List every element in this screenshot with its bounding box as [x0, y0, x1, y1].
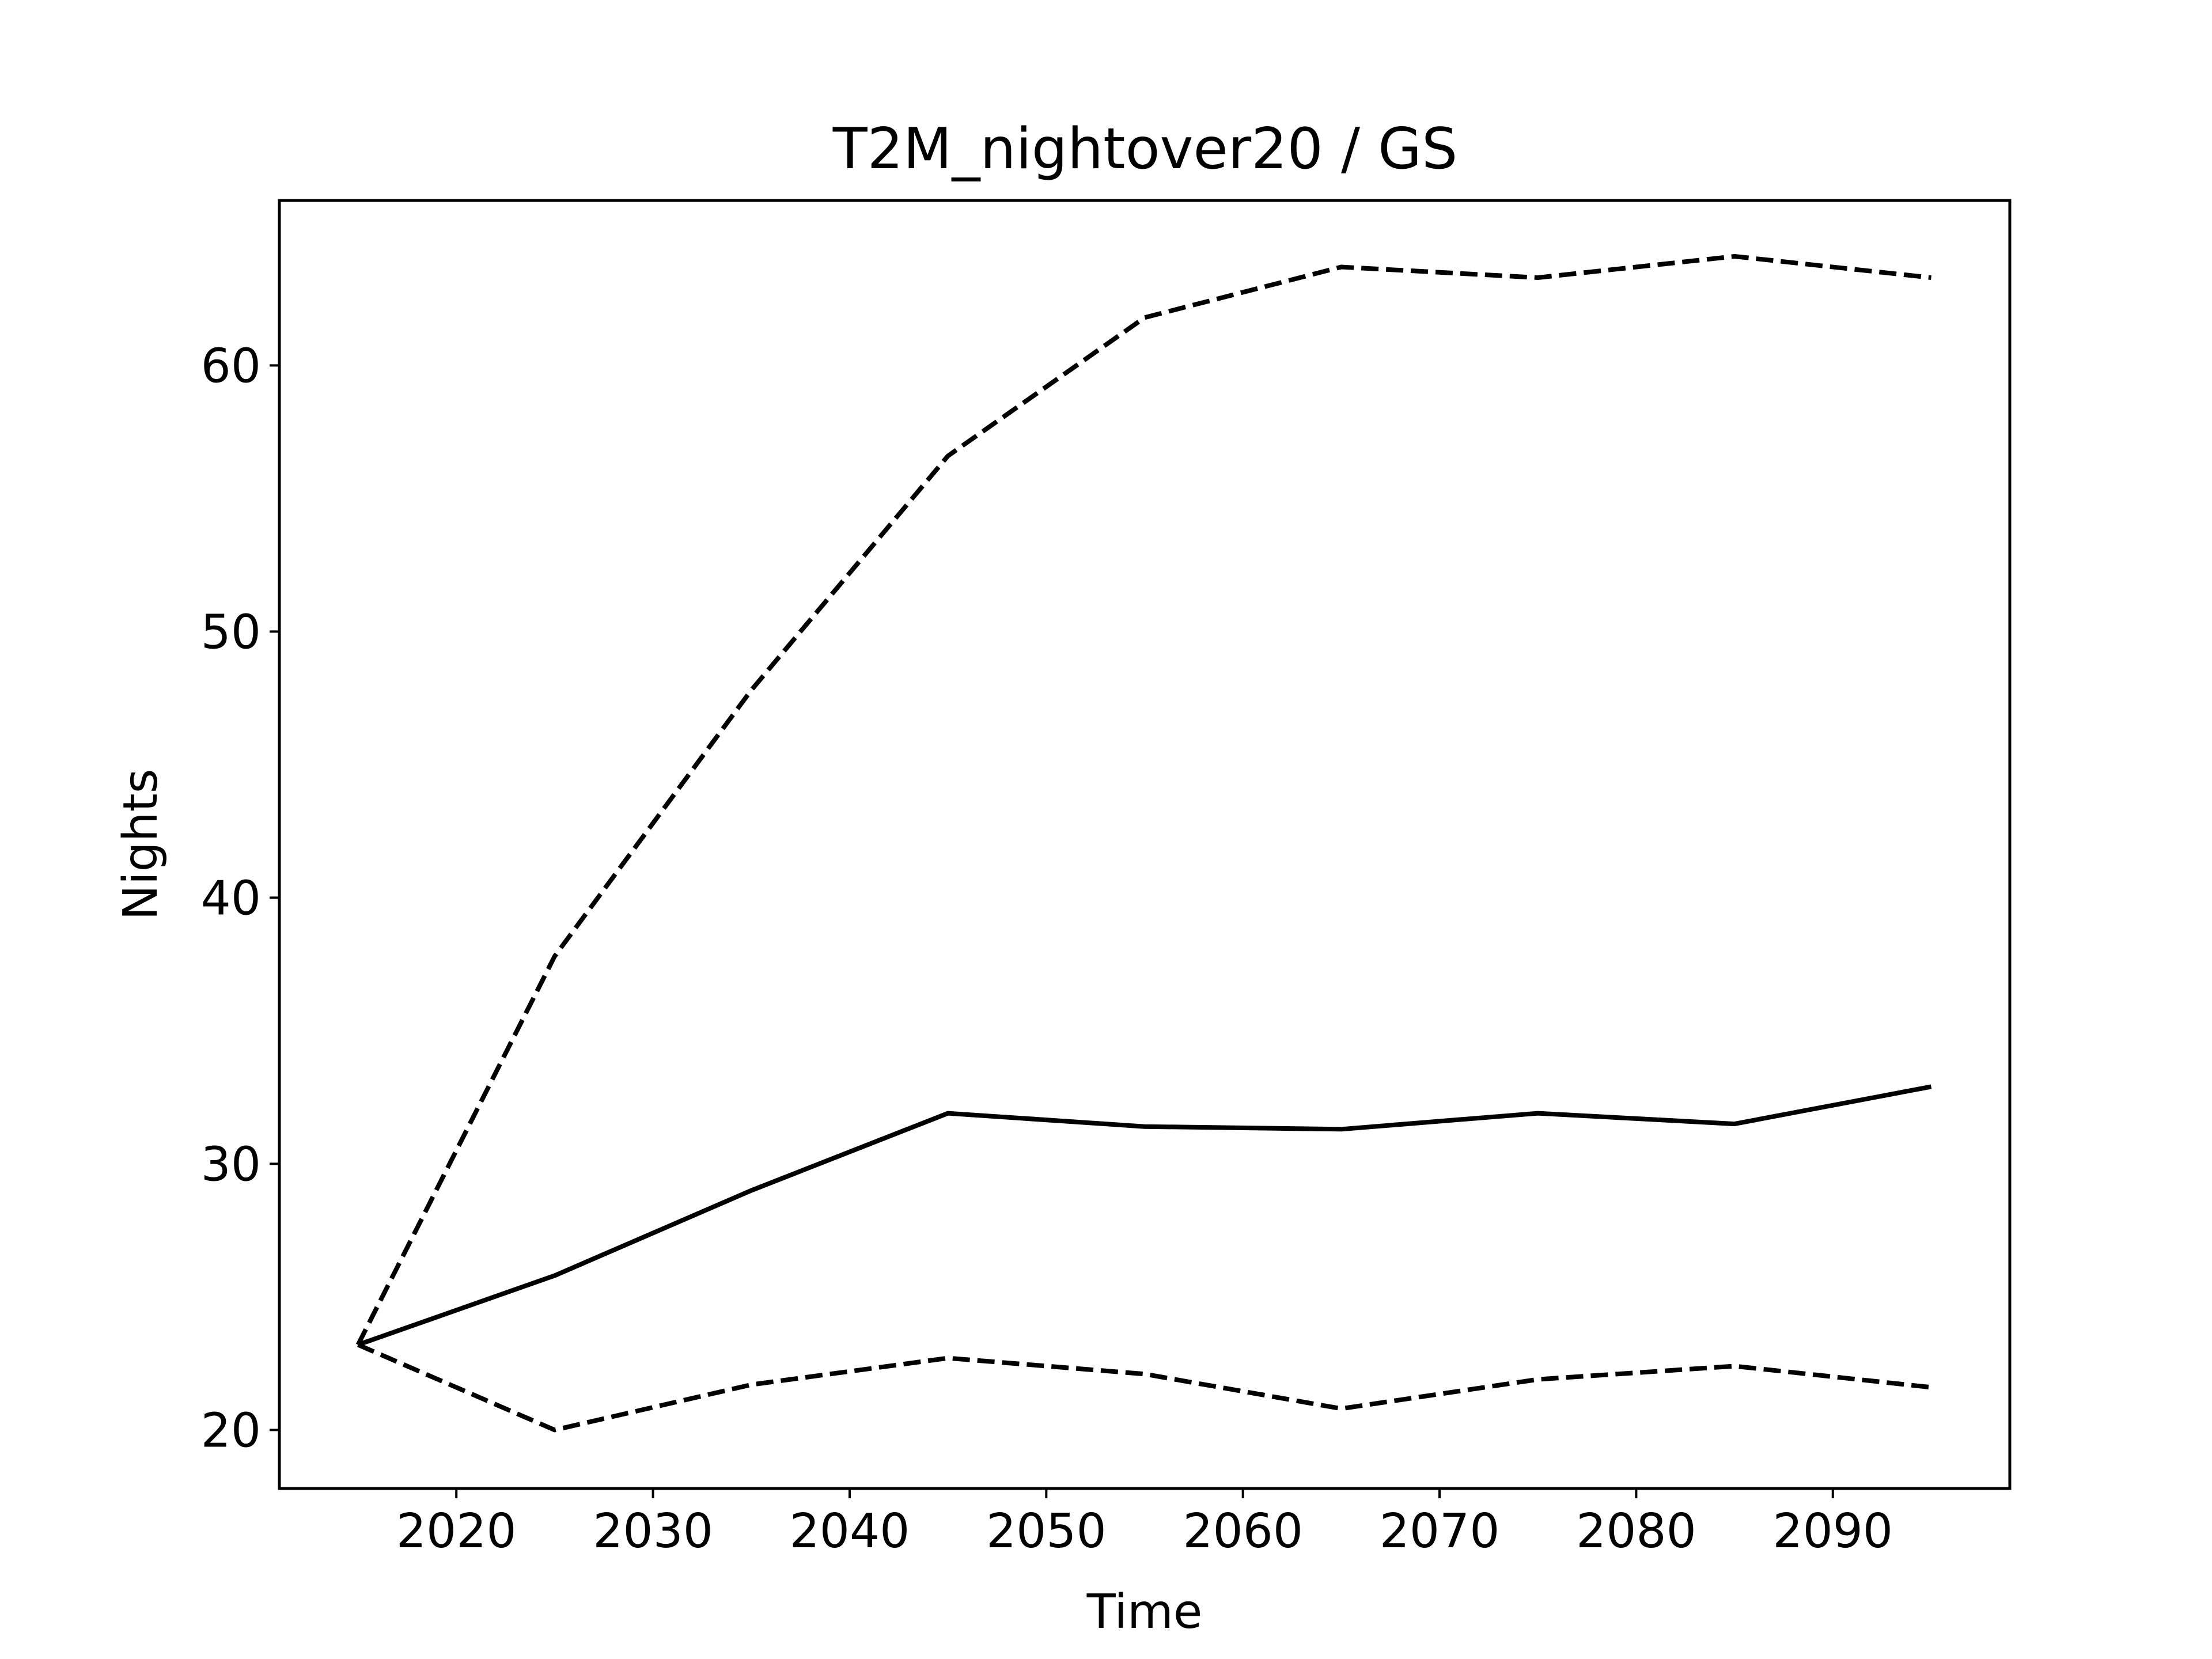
y-axis: 20 30 40 50 60	[201, 339, 279, 1458]
series-line-3	[357, 1342, 1931, 1433]
series-line-2	[357, 1084, 1932, 1347]
x-tick-label: 2050	[986, 1504, 1107, 1559]
x-tick-label: 2060	[1183, 1504, 1303, 1559]
y-tick-label: 30	[201, 1137, 261, 1192]
y-tick-label: 20	[201, 1403, 261, 1458]
x-tick-label: 2020	[396, 1504, 517, 1559]
y-tick-label: 50	[201, 605, 261, 660]
x-tick-label: 2070	[1380, 1504, 1500, 1559]
x-axis-label: Time	[1086, 1585, 1203, 1639]
x-tick-label: 2030	[593, 1504, 713, 1559]
y-axis-label: Nights	[113, 768, 168, 920]
series-line-1	[355, 254, 1931, 1346]
y-tick-label: 40	[201, 871, 261, 926]
x-tick-label: 2080	[1576, 1504, 1696, 1559]
chart-title: T2M_nightover20 / GS	[832, 116, 1458, 182]
x-tick-label: 2090	[1772, 1504, 1893, 1559]
x-tick-label: 2040	[790, 1504, 910, 1559]
x-axis: 2020 2030 2040 2050 2060 2070 2080 2090	[396, 1488, 1893, 1559]
series-layer	[355, 254, 1932, 1433]
plot-frame	[278, 199, 2012, 1490]
y-tick-label: 60	[201, 339, 261, 393]
